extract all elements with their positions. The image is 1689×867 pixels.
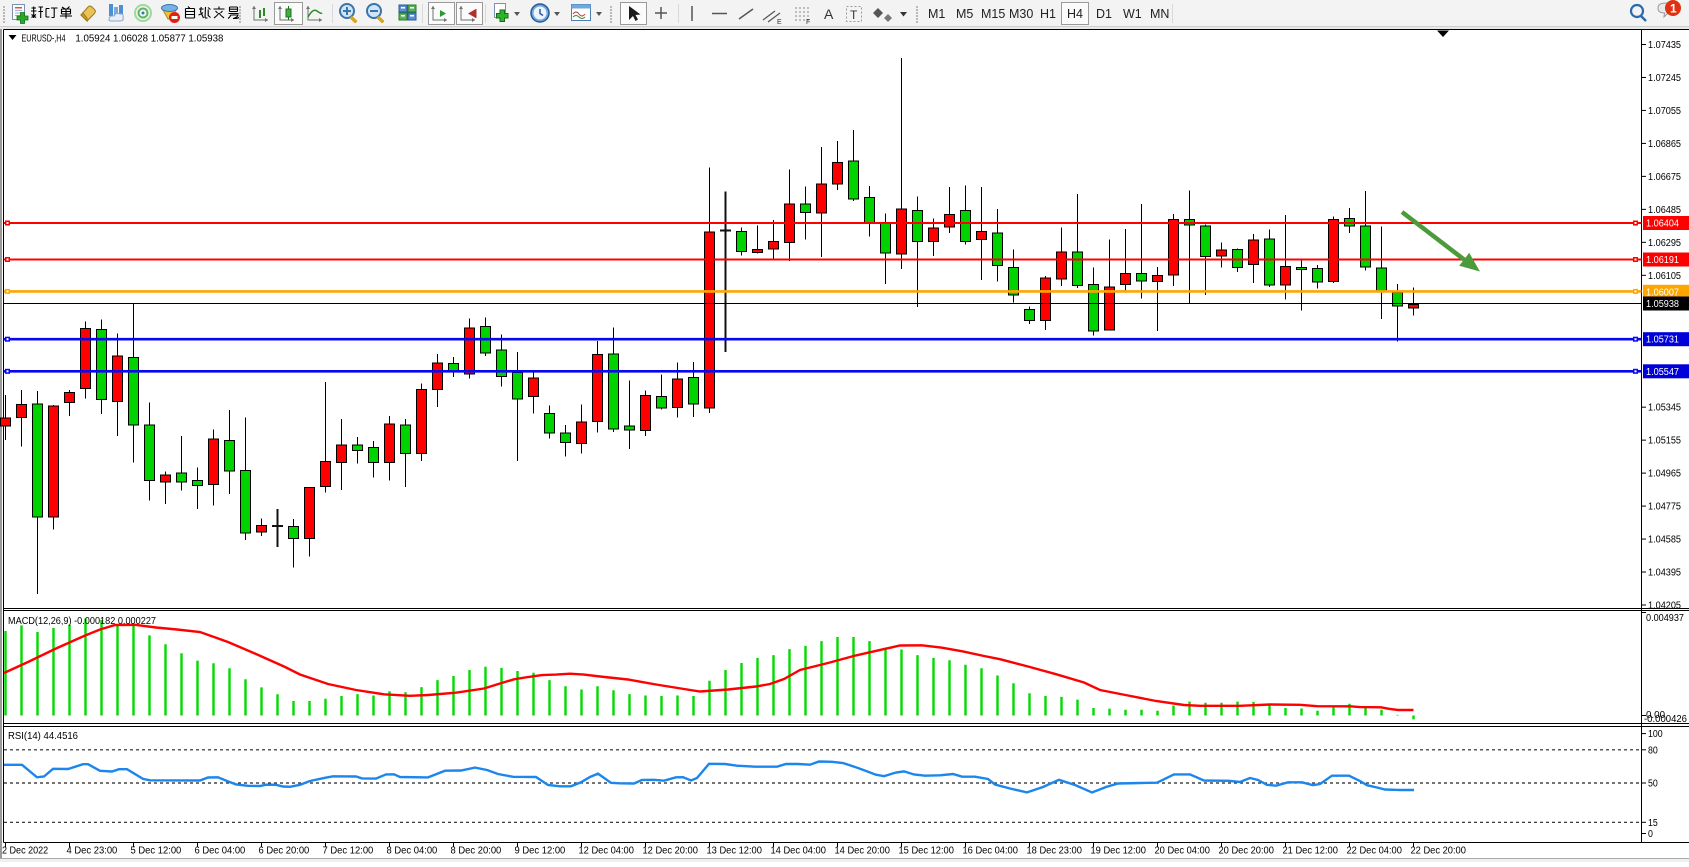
svg-text:M15: M15 bbox=[981, 7, 1005, 21]
svg-text:6 Dec 04:00: 6 Dec 04:00 bbox=[195, 846, 246, 857]
svg-text:0.00: 0.00 bbox=[1646, 710, 1665, 721]
svg-text:T: T bbox=[850, 8, 858, 22]
svg-text:18 Dec 23:00: 18 Dec 23:00 bbox=[1027, 846, 1083, 857]
svg-text:D1: D1 bbox=[1096, 7, 1112, 21]
svg-text:1.05345: 1.05345 bbox=[1648, 403, 1681, 414]
svg-text:19 Dec 12:00: 19 Dec 12:00 bbox=[1091, 846, 1147, 857]
svg-text:1.04965: 1.04965 bbox=[1648, 469, 1681, 480]
svg-text:2 Dec 2022: 2 Dec 2022 bbox=[2, 846, 49, 857]
svg-text:5 Dec 12:00: 5 Dec 12:00 bbox=[131, 846, 182, 857]
svg-text:1.06404: 1.06404 bbox=[1646, 219, 1679, 230]
svg-text:1.05547: 1.05547 bbox=[1646, 367, 1679, 378]
svg-text:1.04395: 1.04395 bbox=[1648, 568, 1681, 579]
svg-text:21 Dec 12:00: 21 Dec 12:00 bbox=[1283, 846, 1339, 857]
svg-text:16 Dec 04:00: 16 Dec 04:00 bbox=[963, 846, 1019, 857]
svg-text:8 Dec 04:00: 8 Dec 04:00 bbox=[387, 846, 438, 857]
svg-text:80: 80 bbox=[1648, 745, 1658, 756]
svg-text:E: E bbox=[777, 19, 782, 26]
svg-text:100: 100 bbox=[1648, 729, 1663, 740]
svg-text:RSI(14) 44.4516: RSI(14) 44.4516 bbox=[8, 730, 78, 742]
svg-text:1.07245: 1.07245 bbox=[1648, 73, 1681, 84]
svg-text:M30: M30 bbox=[1009, 7, 1033, 21]
svg-text:1: 1 bbox=[1670, 2, 1677, 16]
svg-text:1.04205: 1.04205 bbox=[1648, 600, 1681, 611]
svg-text:1.05924 1.06028 1.05877 1.0593: 1.05924 1.06028 1.05877 1.05938 bbox=[75, 33, 223, 45]
svg-text:12 Dec 04:00: 12 Dec 04:00 bbox=[579, 846, 635, 857]
svg-text:15 Dec 12:00: 15 Dec 12:00 bbox=[899, 846, 955, 857]
svg-text:22 Dec 20:00: 22 Dec 20:00 bbox=[1411, 846, 1467, 857]
svg-text:MACD(12,26,9) -0.000182 0.0002: MACD(12,26,9) -0.000182 0.000227 bbox=[8, 615, 156, 627]
svg-text:1.05938: 1.05938 bbox=[1646, 299, 1679, 310]
svg-text:1.06191: 1.06191 bbox=[1646, 255, 1679, 266]
svg-text:13 Dec 12:00: 13 Dec 12:00 bbox=[707, 846, 763, 857]
svg-text:H4: H4 bbox=[1067, 7, 1083, 21]
svg-text:1.04585: 1.04585 bbox=[1648, 535, 1681, 546]
svg-text:4 Dec 23:00: 4 Dec 23:00 bbox=[67, 846, 118, 857]
svg-text:1.04775: 1.04775 bbox=[1648, 502, 1681, 513]
svg-text:M5: M5 bbox=[956, 7, 973, 21]
svg-text:1.07055: 1.07055 bbox=[1648, 106, 1681, 117]
svg-text:M1: M1 bbox=[928, 7, 945, 21]
svg-text:1.05731: 1.05731 bbox=[1646, 335, 1679, 346]
svg-text:22 Dec 04:00: 22 Dec 04:00 bbox=[1347, 846, 1403, 857]
svg-text:1.06105: 1.06105 bbox=[1648, 271, 1681, 282]
svg-text:MN: MN bbox=[1150, 7, 1169, 21]
svg-text:F: F bbox=[806, 19, 810, 26]
svg-text:H1: H1 bbox=[1040, 7, 1056, 21]
svg-text:14 Dec 20:00: 14 Dec 20:00 bbox=[835, 846, 891, 857]
svg-text:1.05155: 1.05155 bbox=[1648, 436, 1681, 447]
svg-text:15: 15 bbox=[1648, 818, 1658, 829]
svg-text:9 Dec 12:00: 9 Dec 12:00 bbox=[515, 846, 566, 857]
svg-text:-0.000426: -0.000426 bbox=[1644, 714, 1687, 725]
svg-text:6 Dec 20:00: 6 Dec 20:00 bbox=[259, 846, 310, 857]
svg-text:1.06295: 1.06295 bbox=[1648, 238, 1681, 249]
svg-text:1.07435: 1.07435 bbox=[1648, 40, 1681, 51]
svg-text:12 Dec 20:00: 12 Dec 20:00 bbox=[643, 846, 699, 857]
svg-text:EURUSD-,H4: EURUSD-,H4 bbox=[22, 33, 66, 45]
svg-text:A: A bbox=[824, 6, 834, 22]
svg-text:14 Dec 04:00: 14 Dec 04:00 bbox=[771, 846, 827, 857]
svg-text:20 Dec 20:00: 20 Dec 20:00 bbox=[1219, 846, 1275, 857]
svg-text:1.06007: 1.06007 bbox=[1646, 287, 1679, 298]
svg-text:1.06675: 1.06675 bbox=[1648, 172, 1681, 183]
svg-text:1.06485: 1.06485 bbox=[1648, 205, 1681, 216]
svg-text:50: 50 bbox=[1648, 779, 1658, 790]
svg-text:W1: W1 bbox=[1123, 7, 1142, 21]
svg-text:1.06865: 1.06865 bbox=[1648, 139, 1681, 150]
svg-text:0: 0 bbox=[1648, 829, 1653, 840]
svg-text:7 Dec 12:00: 7 Dec 12:00 bbox=[323, 846, 374, 857]
svg-text:0.004937: 0.004937 bbox=[1646, 613, 1684, 624]
svg-text:20 Dec 04:00: 20 Dec 04:00 bbox=[1155, 846, 1211, 857]
svg-text:8 Dec 20:00: 8 Dec 20:00 bbox=[451, 846, 502, 857]
